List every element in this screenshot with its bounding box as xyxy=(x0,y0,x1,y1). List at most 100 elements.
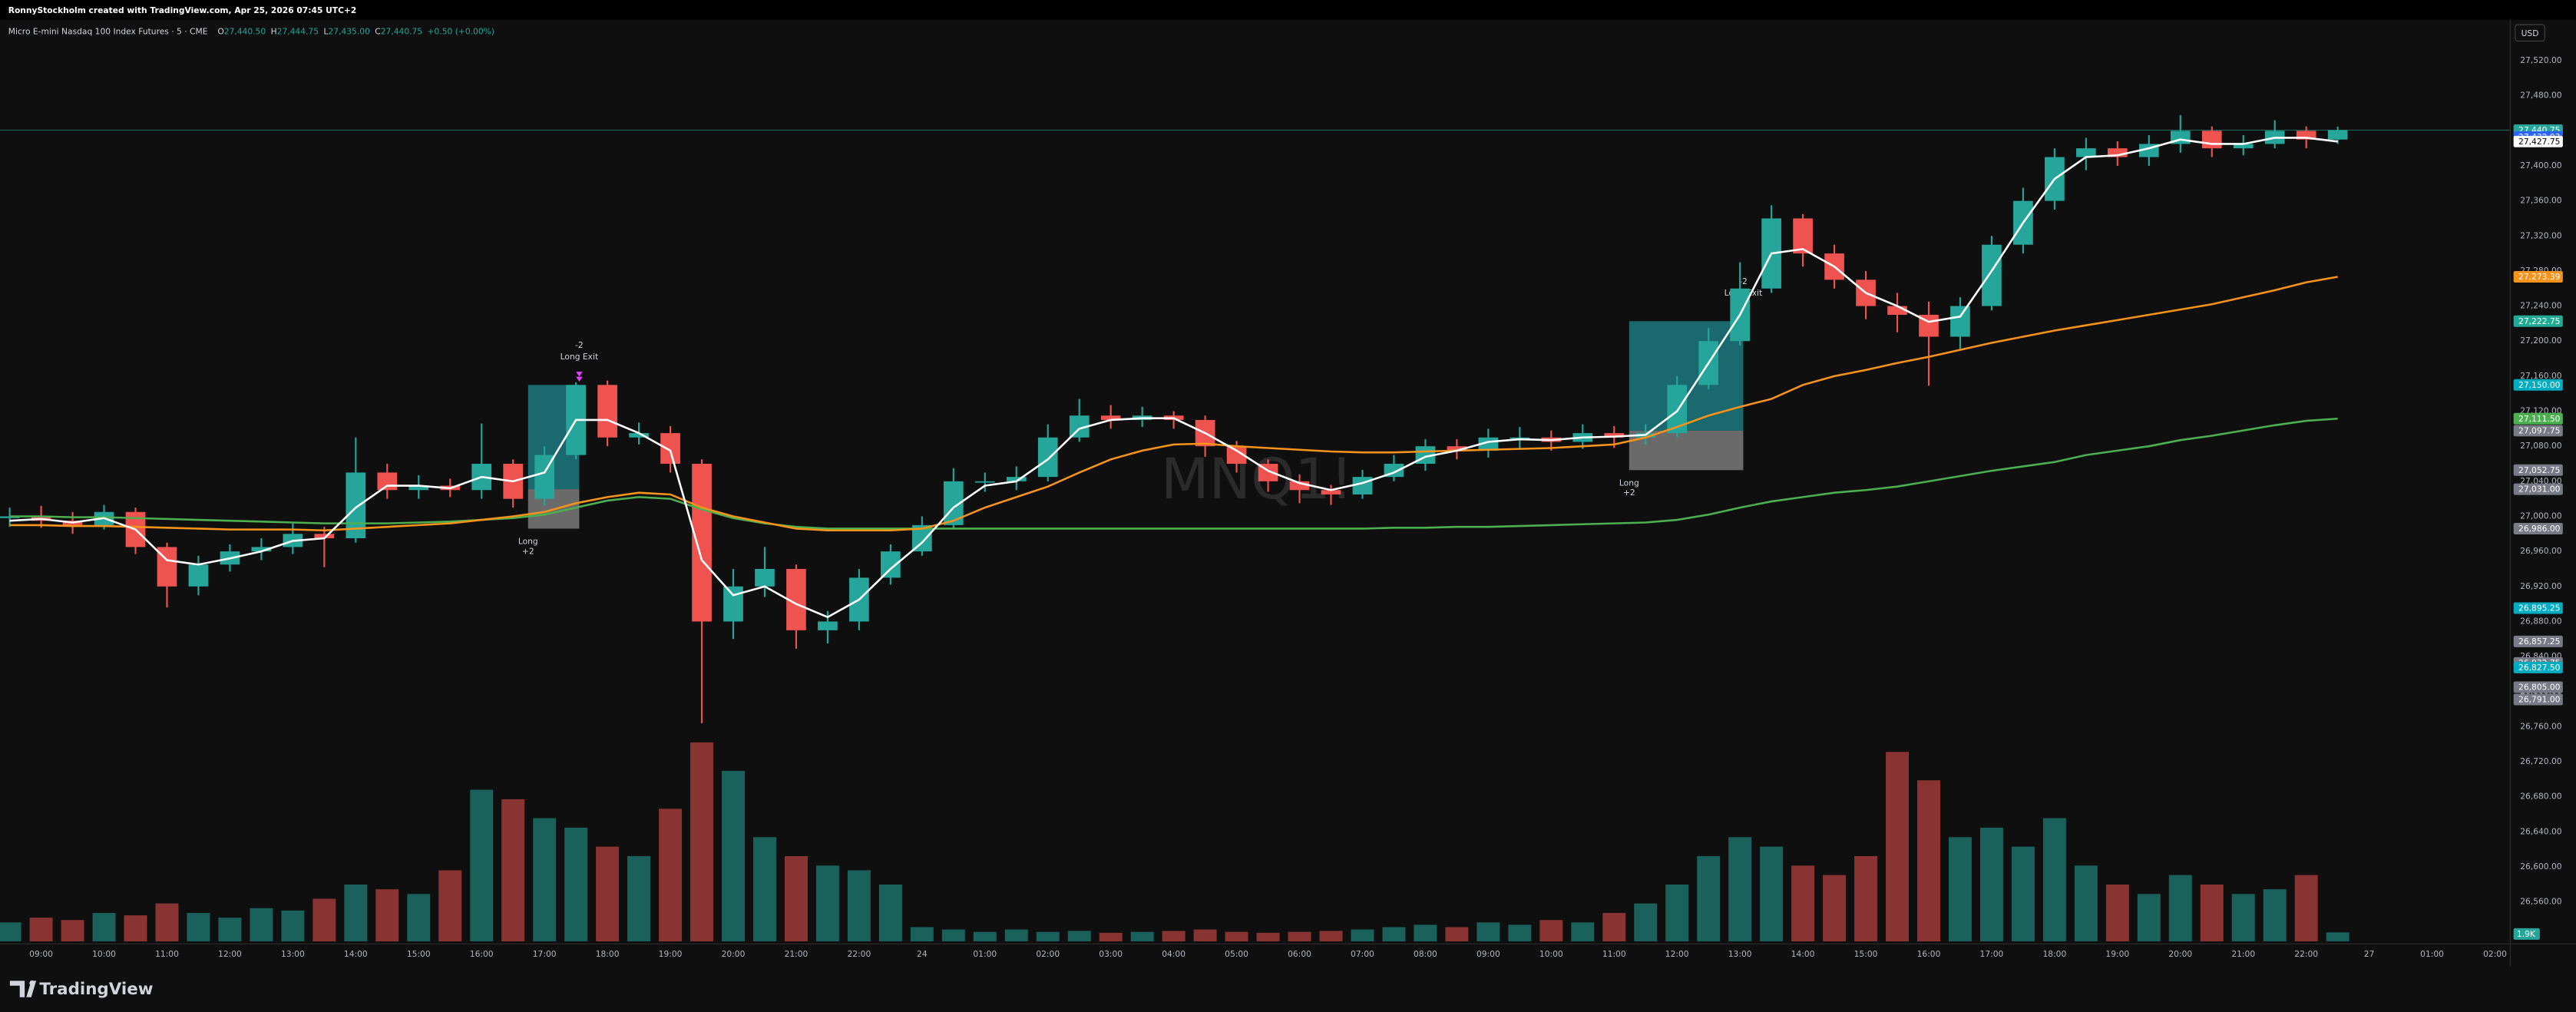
x-tick-label: 13:00 xyxy=(1728,949,1752,959)
volume-bar xyxy=(2294,875,2318,941)
volume-tag-label: 1.9K xyxy=(2517,929,2536,939)
volume-bar xyxy=(784,855,808,941)
currency-button[interactable] xyxy=(2515,24,2545,42)
volume-bar xyxy=(2200,884,2224,941)
volume-bar xyxy=(910,927,934,941)
candle-body xyxy=(2233,144,2254,149)
x-tick-label: 24 xyxy=(917,949,928,959)
candle-body xyxy=(377,472,398,491)
volume-bar xyxy=(1414,924,1437,941)
x-tick-label: 11:00 xyxy=(1602,949,1626,959)
currency: USD xyxy=(2521,28,2539,38)
volume-pane xyxy=(0,742,2349,941)
volume-bar xyxy=(1886,752,1910,941)
y-tick-label: 27,400.00 xyxy=(2520,160,2562,170)
price-tag-label: 27,111.50 xyxy=(2518,414,2561,424)
volume-bar xyxy=(2168,875,2192,941)
volume-bar xyxy=(470,789,494,941)
volume-bar xyxy=(1697,855,1721,941)
volume-bar xyxy=(501,799,525,941)
volume-bar xyxy=(1602,912,1626,941)
y-tick-label: 27,080.00 xyxy=(2520,441,2562,451)
volume-bar xyxy=(973,931,997,941)
entry-label: Long xyxy=(1619,478,1639,488)
x-tick-label: 18:00 xyxy=(2042,949,2066,959)
price-tag-label: 26,986.00 xyxy=(2518,524,2561,534)
volume-bar xyxy=(124,915,147,941)
volume-bar xyxy=(1539,920,1563,941)
volume-bar xyxy=(627,855,651,941)
volume-bar xyxy=(1225,931,1248,941)
symbol-line: Micro E-mini Nasdaq 100 Index Futures · … xyxy=(8,27,494,37)
x-tick-label: 02:00 xyxy=(1036,949,1060,959)
volume-bar xyxy=(1193,929,1217,941)
volume-bar xyxy=(438,870,462,941)
candle-body xyxy=(1289,481,1310,491)
x-tick-label: 10:00 xyxy=(1539,949,1563,959)
credit: RonnyStockholm created with TradingView.… xyxy=(8,5,357,15)
x-tick-label: 12:00 xyxy=(218,949,242,959)
symbol: Micro E-mini Nasdaq 100 Index Futures · … xyxy=(8,27,208,37)
price-tag-label: 27,031.00 xyxy=(2518,485,2561,494)
x-tick-label: 15:00 xyxy=(407,949,431,959)
footer xyxy=(0,967,2576,1012)
volume-bar xyxy=(1728,837,1752,941)
volume-bar xyxy=(753,837,776,941)
y-tick-label: 26,920.00 xyxy=(2520,581,2562,591)
x-tick-label: 19:00 xyxy=(659,949,683,959)
volume-bar xyxy=(941,929,965,941)
change: +0.50 (+0.00%) xyxy=(428,27,494,37)
volume-bar xyxy=(1571,922,1595,941)
volume-bar xyxy=(659,809,683,941)
x-tick-label: 17:00 xyxy=(533,949,557,959)
candle-body xyxy=(2108,148,2128,157)
price-tag xyxy=(2513,412,2563,425)
x-tick-label: 05:00 xyxy=(1225,949,1248,959)
candle-body xyxy=(188,564,209,587)
volume-bar xyxy=(815,865,839,941)
x-tick-label: 09:00 xyxy=(29,949,53,959)
volume-bar xyxy=(1823,875,1847,941)
y-tick-label: 26,600.00 xyxy=(2520,862,2562,871)
volume-bar xyxy=(1099,932,1123,941)
price-tag xyxy=(2513,425,2563,437)
price-tag xyxy=(2513,464,2563,476)
volume-tag xyxy=(2513,928,2540,940)
volume-bar xyxy=(533,818,557,941)
volume-bar xyxy=(1067,931,1091,941)
brand: TradingView xyxy=(39,980,153,999)
volume-bar xyxy=(92,912,116,941)
candle-body xyxy=(1604,433,1625,438)
volume-bar xyxy=(312,898,336,941)
y-tick-label: 27,040.00 xyxy=(2520,476,2562,486)
candle-body xyxy=(755,568,775,587)
volume-bar xyxy=(1319,931,1343,941)
volume-bar xyxy=(1445,927,1469,941)
volume-bar xyxy=(187,912,210,941)
volume-bar xyxy=(29,918,53,941)
candle-body xyxy=(1226,446,1247,465)
candle-body xyxy=(818,621,838,630)
volume-bar xyxy=(0,922,21,941)
moving-average xyxy=(9,276,2338,532)
x-tick-label: 01:00 xyxy=(973,949,997,959)
candle-body xyxy=(1447,446,1467,451)
volume-bar xyxy=(1634,903,1658,941)
volume-bar xyxy=(218,918,242,941)
candle-body xyxy=(1352,477,1373,494)
volume-bar xyxy=(564,827,588,941)
x-tick-label: 21:00 xyxy=(2231,949,2255,959)
candle-body xyxy=(2201,131,2222,149)
top-bar xyxy=(0,0,2576,20)
volume-bar xyxy=(281,910,305,941)
moving-average xyxy=(9,137,2338,619)
exit-label: Long Exit xyxy=(561,352,599,362)
candle-body xyxy=(2076,148,2096,157)
price-tag-label: 26,791.00 xyxy=(2518,695,2561,705)
price-tag-label: 27,052.75 xyxy=(2518,465,2560,475)
candle-body xyxy=(629,433,649,438)
volume-bar xyxy=(1288,931,1311,941)
x-tick-label: 22:00 xyxy=(2294,949,2318,959)
price-tag xyxy=(2513,270,2563,283)
